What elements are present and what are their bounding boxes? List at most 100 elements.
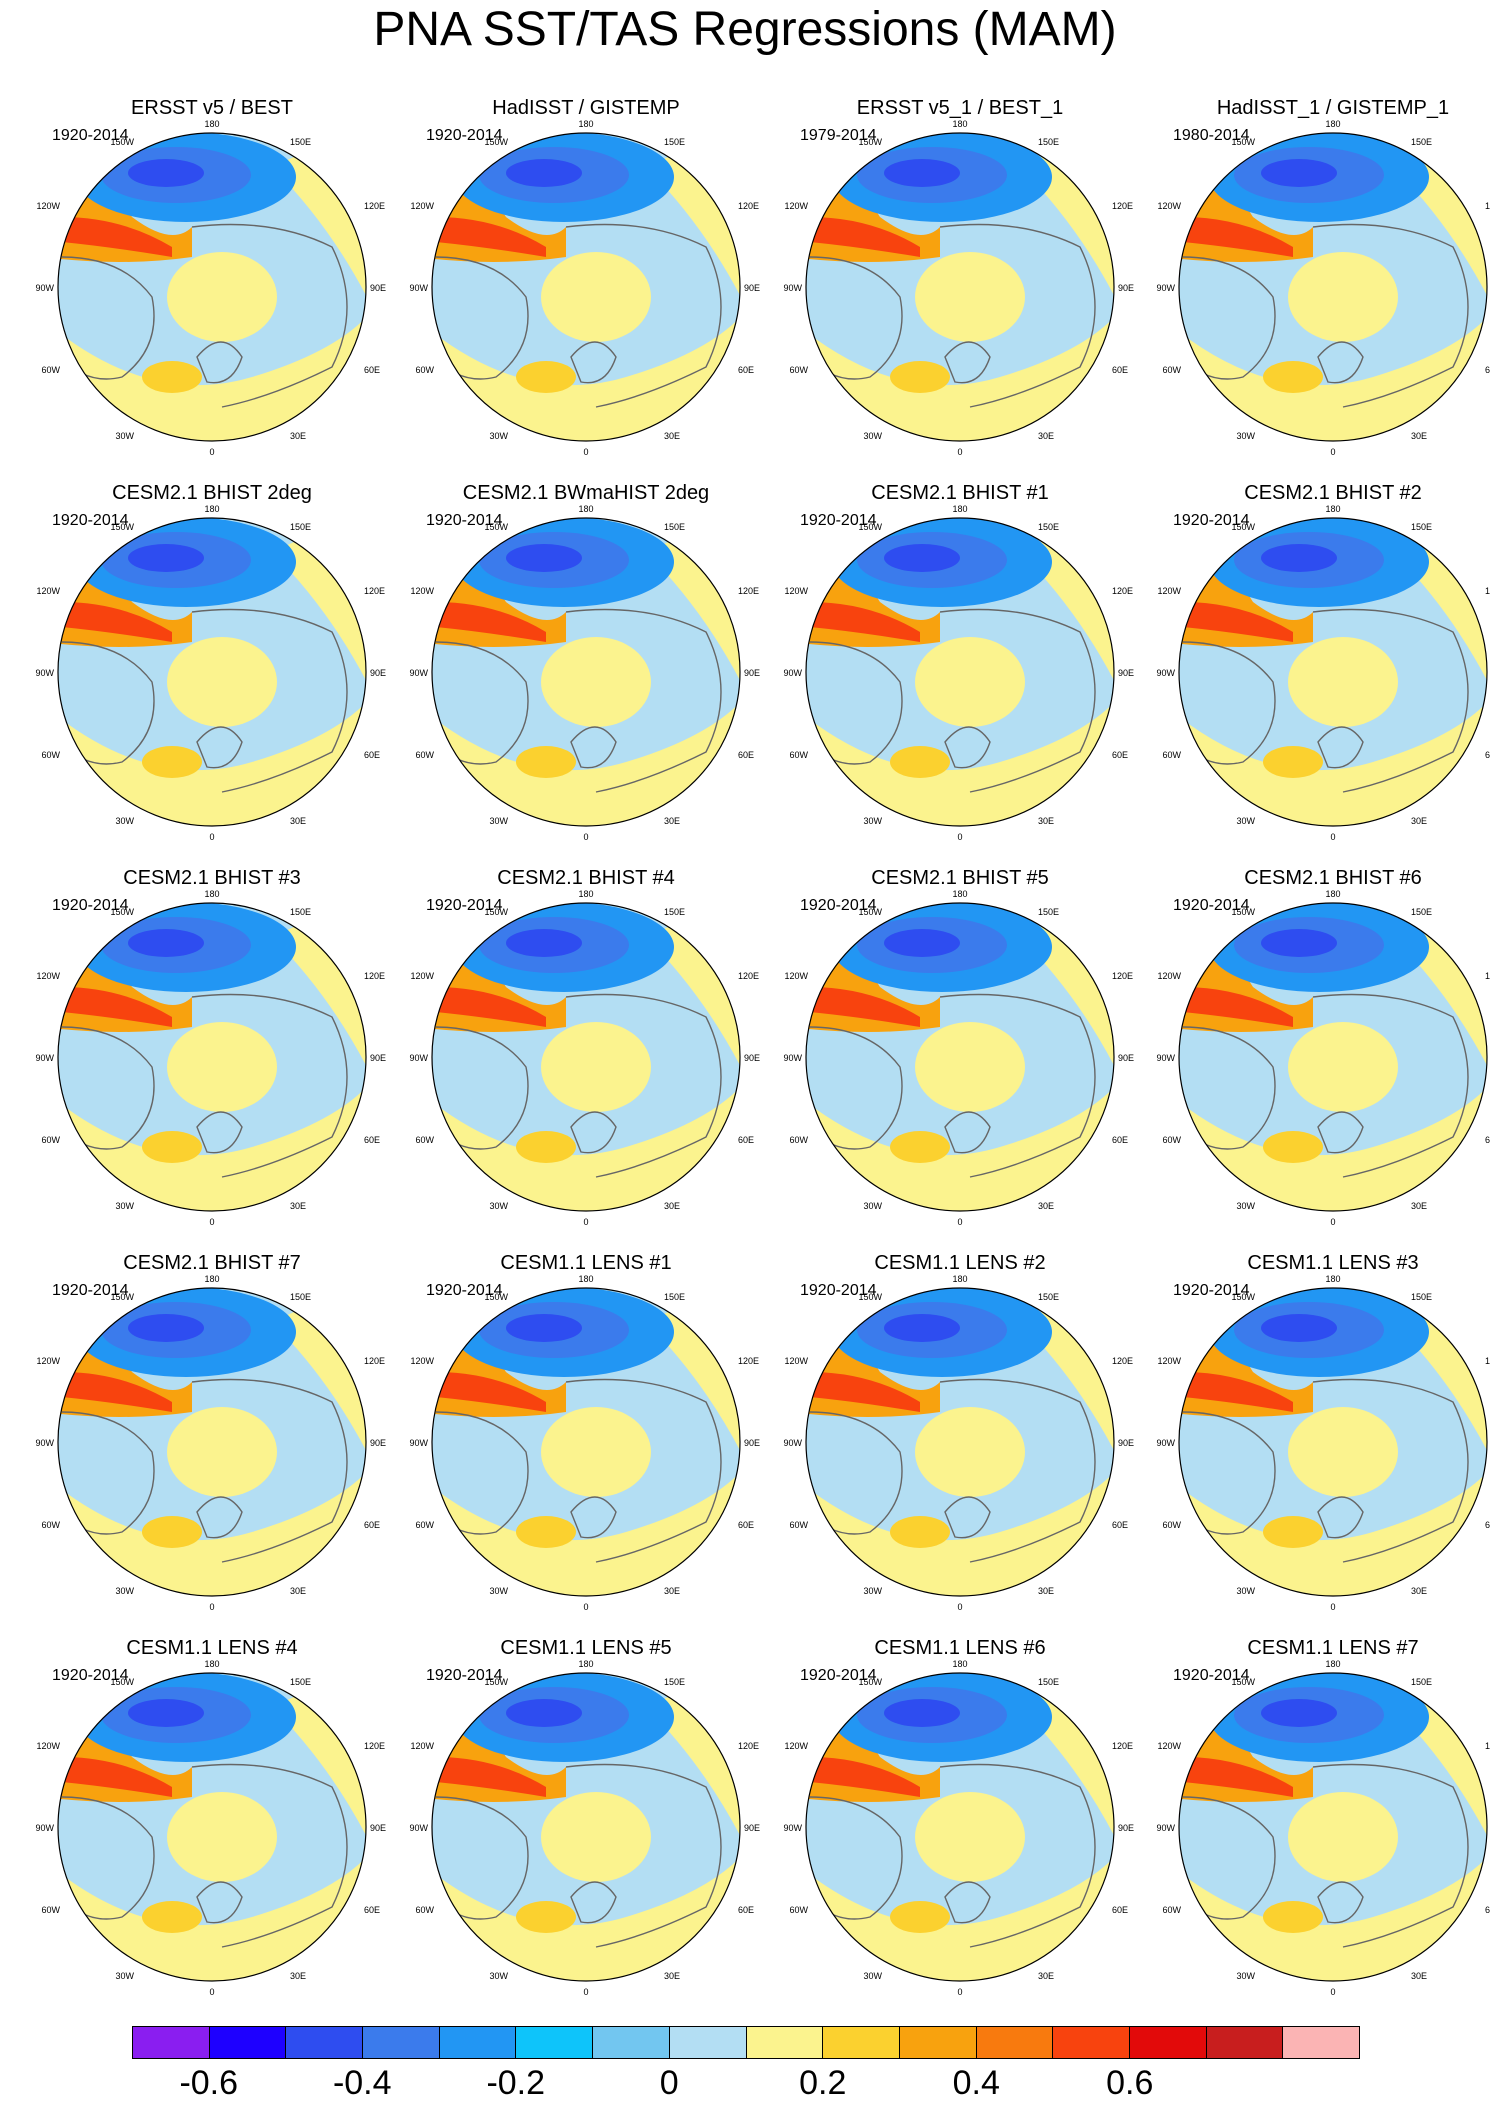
panel-years: 1920-2014	[800, 512, 877, 529]
longitude-label: 30W	[489, 816, 508, 826]
map-panel: CESM2.1 BHIST 2deg 180 0 150W 150E 120W 120E 90…	[26, 482, 398, 867]
longitude-label: 120E	[1112, 971, 1133, 981]
panel-years: 1920-2014	[426, 512, 503, 529]
greenland-coastline	[1317, 726, 1364, 769]
atlantic-warm-patch	[890, 746, 950, 778]
longitude-label: 30E	[664, 1201, 680, 1211]
polar-map: 180 0 150W 150E 120W 120E 90W 90E 60W 60E 30W 30E	[783, 1274, 1134, 1612]
longitude-label: 150W	[484, 1677, 508, 1687]
colorbar-swatch	[1129, 2027, 1207, 2058]
arctic-land-region	[167, 252, 277, 342]
longitude-label: 30W	[489, 1971, 508, 1981]
colorbar-swatch	[516, 2027, 594, 2058]
map-panel: CESM2.1 BHIST #5 180 0 150W 150E 120W 120E 90W 9…	[774, 867, 1146, 1252]
longitude-label: 30W	[489, 431, 508, 441]
greenland-coastline	[196, 1111, 243, 1154]
pacific-cold-core	[506, 1314, 582, 1342]
longitude-label: 60W	[1162, 750, 1181, 760]
arctic-land-region	[541, 1792, 651, 1882]
greenland-coastline	[196, 726, 243, 769]
greenland-coastline	[570, 1496, 617, 1539]
colorbar-swatch	[976, 2027, 1054, 2058]
longitude-label: 120E	[364, 201, 385, 211]
eurasia-coastline	[565, 1763, 722, 1948]
longitude-label: 150E	[1038, 522, 1059, 532]
longitude-label: 150E	[1411, 137, 1432, 147]
map-panel: CESM1.1 LENS #4 180 0 150W 150E 120W 120E 90W 90…	[26, 1637, 398, 2022]
longitude-label: 30E	[664, 1586, 680, 1596]
longitude-label: 150W	[484, 137, 508, 147]
longitude-label: 150E	[1038, 137, 1059, 147]
longitude-label: 30E	[664, 431, 680, 441]
greenland-coastline	[570, 341, 617, 384]
panel-title: ERSST v5 / BEST	[131, 97, 293, 119]
atlantic-warm-patch	[516, 1516, 576, 1548]
longitude-label: 120W	[36, 1741, 60, 1751]
longitude-label: 150E	[664, 1677, 685, 1687]
longitude-label: 180	[204, 1659, 219, 1669]
longitude-label: 120E	[738, 201, 759, 211]
longitude-label: 90E	[370, 283, 386, 293]
greenland-coastline	[1317, 1496, 1364, 1539]
longitude-label: 0	[583, 832, 588, 842]
longitude-label: 30W	[115, 1971, 134, 1981]
eurasia-coastline	[1312, 1763, 1469, 1948]
longitude-label: 120W	[784, 586, 808, 596]
greenland-coastline	[944, 726, 991, 769]
longitude-label: 60E	[364, 1905, 380, 1915]
longitude-label: 60W	[41, 1905, 60, 1915]
pacific-cold-core	[1261, 929, 1337, 957]
longitude-label: 90W	[409, 668, 428, 678]
atlantic-warm-patch	[890, 1131, 950, 1163]
pacific-warm-core	[62, 602, 172, 642]
longitude-label: 120E	[738, 1356, 759, 1366]
longitude-label: 150E	[1411, 1292, 1432, 1302]
longitude-label: 60W	[415, 365, 434, 375]
panel-title: CESM2.1 BHIST #2	[1244, 482, 1422, 504]
longitude-label: 90W	[1156, 1053, 1175, 1063]
longitude-label: 180	[1325, 119, 1340, 129]
longitude-label: 30W	[115, 816, 134, 826]
panel-title: CESM2.1 BHIST #6	[1244, 867, 1422, 889]
longitude-label: 0	[957, 1217, 962, 1227]
map-panel: HadISST / GISTEMP 180 0 150W 150E 120W 120E 90W…	[400, 97, 772, 482]
colorbar-swatch	[669, 2027, 747, 2058]
longitude-label: 30E	[1038, 1971, 1054, 1981]
longitude-label: 60W	[1162, 1520, 1181, 1530]
map-panel: CESM1.1 LENS #6 180 0 150W 150E 120W 120E 90W 90…	[774, 1637, 1146, 2022]
longitude-label: 60E	[364, 750, 380, 760]
longitude-label: 120W	[784, 971, 808, 981]
atlantic-warm-patch	[142, 1516, 202, 1548]
longitude-label: 60E	[364, 365, 380, 375]
longitude-label: 120W	[784, 201, 808, 211]
longitude-label: 150E	[290, 1292, 311, 1302]
atlantic-warm-patch	[1263, 1516, 1323, 1548]
pacific-warm-core	[62, 1757, 172, 1797]
eurasia-coastline	[191, 608, 348, 793]
pacific-warm-core	[810, 217, 920, 257]
eurasia-coastline	[1312, 608, 1469, 793]
colorbar-swatch	[593, 2027, 670, 2058]
longitude-label: 90W	[1156, 1823, 1175, 1833]
longitude-label: 30W	[863, 816, 882, 826]
atlantic-warm-patch	[1263, 1131, 1323, 1163]
longitude-label: 0	[583, 1987, 588, 1997]
panel-title: CESM2.1 BWmaHIST 2deg	[462, 482, 710, 504]
longitude-label: 0	[957, 832, 962, 842]
longitude-label: 90E	[744, 1823, 760, 1833]
panel-title: CESM2.1 BHIST #7	[123, 1252, 301, 1274]
panel-years: 1920-2014	[1173, 1282, 1250, 1299]
longitude-label: 90W	[1156, 1438, 1175, 1448]
pacific-cold-core	[128, 929, 204, 957]
arctic-land-region	[167, 1407, 277, 1497]
panel-title: ERSST v5_1 / BEST_1	[856, 97, 1064, 119]
longitude-label: 150W	[110, 137, 134, 147]
greenland-coastline	[196, 341, 243, 384]
longitude-label: 120W	[1157, 1741, 1181, 1751]
longitude-label: 150E	[1411, 522, 1432, 532]
panel-title: CESM1.1 LENS #3	[1247, 1252, 1419, 1274]
eurasia-coastline	[565, 993, 722, 1178]
pacific-cold-core	[884, 159, 960, 187]
pacific-cold-core	[128, 1699, 204, 1727]
pacific-cold-core	[1261, 159, 1337, 187]
